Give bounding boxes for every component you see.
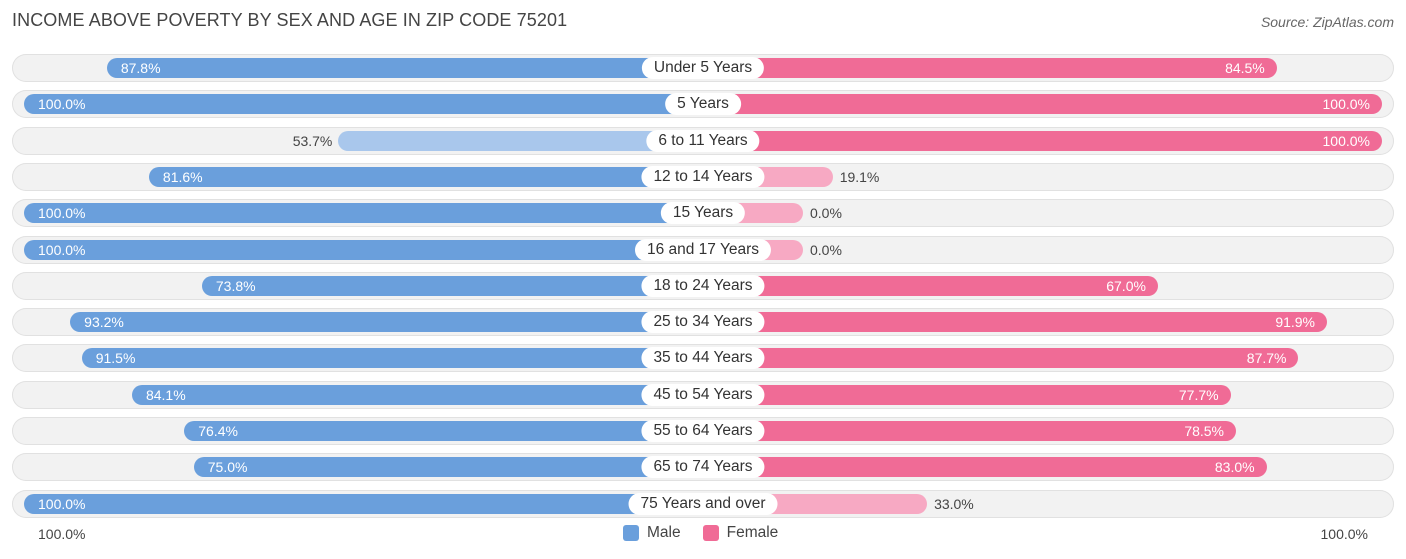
category-label: 16 and 17 Years	[634, 238, 772, 261]
category-label: 5 Years	[665, 93, 741, 116]
value-label-female: 33.0%	[934, 495, 974, 512]
value-label-male: 87.8%	[120, 60, 161, 76]
bar-female	[703, 421, 1236, 441]
legend-label-male: Male	[647, 524, 681, 541]
bar-male	[24, 94, 703, 115]
value-label-male: 84.1%	[145, 386, 186, 403]
value-label-male: 93.2%	[84, 314, 124, 331]
category-label: 6 to 11 Years	[646, 129, 760, 152]
axis-left-label: 100.0%	[38, 526, 86, 542]
bar-male	[106, 58, 703, 78]
bar-male	[148, 166, 703, 187]
bar-male	[201, 275, 703, 296]
category-label: 18 to 24 Years	[641, 274, 765, 297]
bar-male	[24, 203, 703, 224]
bar-female	[703, 94, 1382, 115]
value-label-female: 100.0%	[1322, 96, 1370, 113]
category-label: 75 Years and over	[628, 492, 778, 515]
category-label: 12 to 14 Years	[641, 165, 765, 188]
category-label: Under 5 Years	[641, 57, 765, 79]
legend-swatch-male	[623, 525, 639, 541]
value-label-female: 100.0%	[1322, 132, 1370, 149]
value-label-male: 76.4%	[198, 423, 238, 439]
bar-male	[24, 493, 703, 514]
category-label: 35 to 44 Years	[641, 347, 765, 370]
axis-right-label: 100.0%	[1320, 526, 1368, 542]
bar-male	[24, 239, 703, 260]
value-label-male: 100.0%	[38, 241, 86, 258]
chart-source: Source: ZipAtlas.com	[1260, 14, 1394, 30]
value-label-male: 100.0%	[38, 205, 86, 222]
bar-male	[338, 130, 703, 151]
value-label-male: 73.8%	[215, 277, 256, 294]
value-label-male: 81.6%	[162, 168, 203, 185]
chart-title: INCOME ABOVE POVERTY BY SEX AND AGE IN Z…	[12, 10, 568, 30]
category-label: 65 to 74 Years	[641, 456, 765, 479]
category-label: 55 to 64 Years	[641, 420, 765, 442]
value-label-female: 67.0%	[1106, 277, 1146, 294]
bar-female	[703, 130, 1382, 151]
bar-male	[131, 384, 703, 405]
category-label: 25 to 34 Years	[641, 311, 765, 334]
bar-male	[193, 457, 703, 478]
category-label: 15 Years	[660, 202, 746, 225]
bar-female	[703, 58, 1277, 78]
value-label-male: 53.7%	[292, 132, 333, 149]
bar-female	[703, 312, 1327, 333]
value-label-female: 91.9%	[1275, 314, 1316, 331]
bar-male	[81, 348, 703, 369]
legend: Male Female	[623, 524, 778, 542]
bar-male	[184, 421, 703, 441]
value-label-female: 0.0%	[810, 241, 842, 258]
bar-female	[703, 275, 1158, 296]
value-label-female: 0.0%	[810, 205, 842, 222]
value-label-male: 75.0%	[207, 459, 248, 476]
value-label-female: 77.7%	[1178, 386, 1219, 403]
bar-female	[703, 384, 1231, 405]
value-label-female: 19.1%	[839, 168, 880, 185]
bar-female	[703, 348, 1299, 369]
value-label-female: 78.5%	[1184, 423, 1225, 439]
value-label-male: 91.5%	[95, 350, 136, 367]
legend-item-female: Female	[702, 524, 779, 542]
legend-item-male: Male	[623, 524, 681, 542]
category-label: 45 to 54 Years	[641, 383, 765, 406]
legend-label-female: Female	[726, 524, 779, 541]
value-label-male: 100.0%	[38, 96, 86, 113]
legend-swatch-female	[702, 525, 719, 541]
bar-female	[703, 457, 1267, 478]
bar-male	[70, 312, 703, 333]
value-label-male: 100.0%	[38, 495, 86, 512]
value-label-female: 83.0%	[1214, 459, 1255, 476]
value-label-female: 87.7%	[1246, 350, 1287, 367]
value-label-female: 84.5%	[1225, 60, 1265, 76]
